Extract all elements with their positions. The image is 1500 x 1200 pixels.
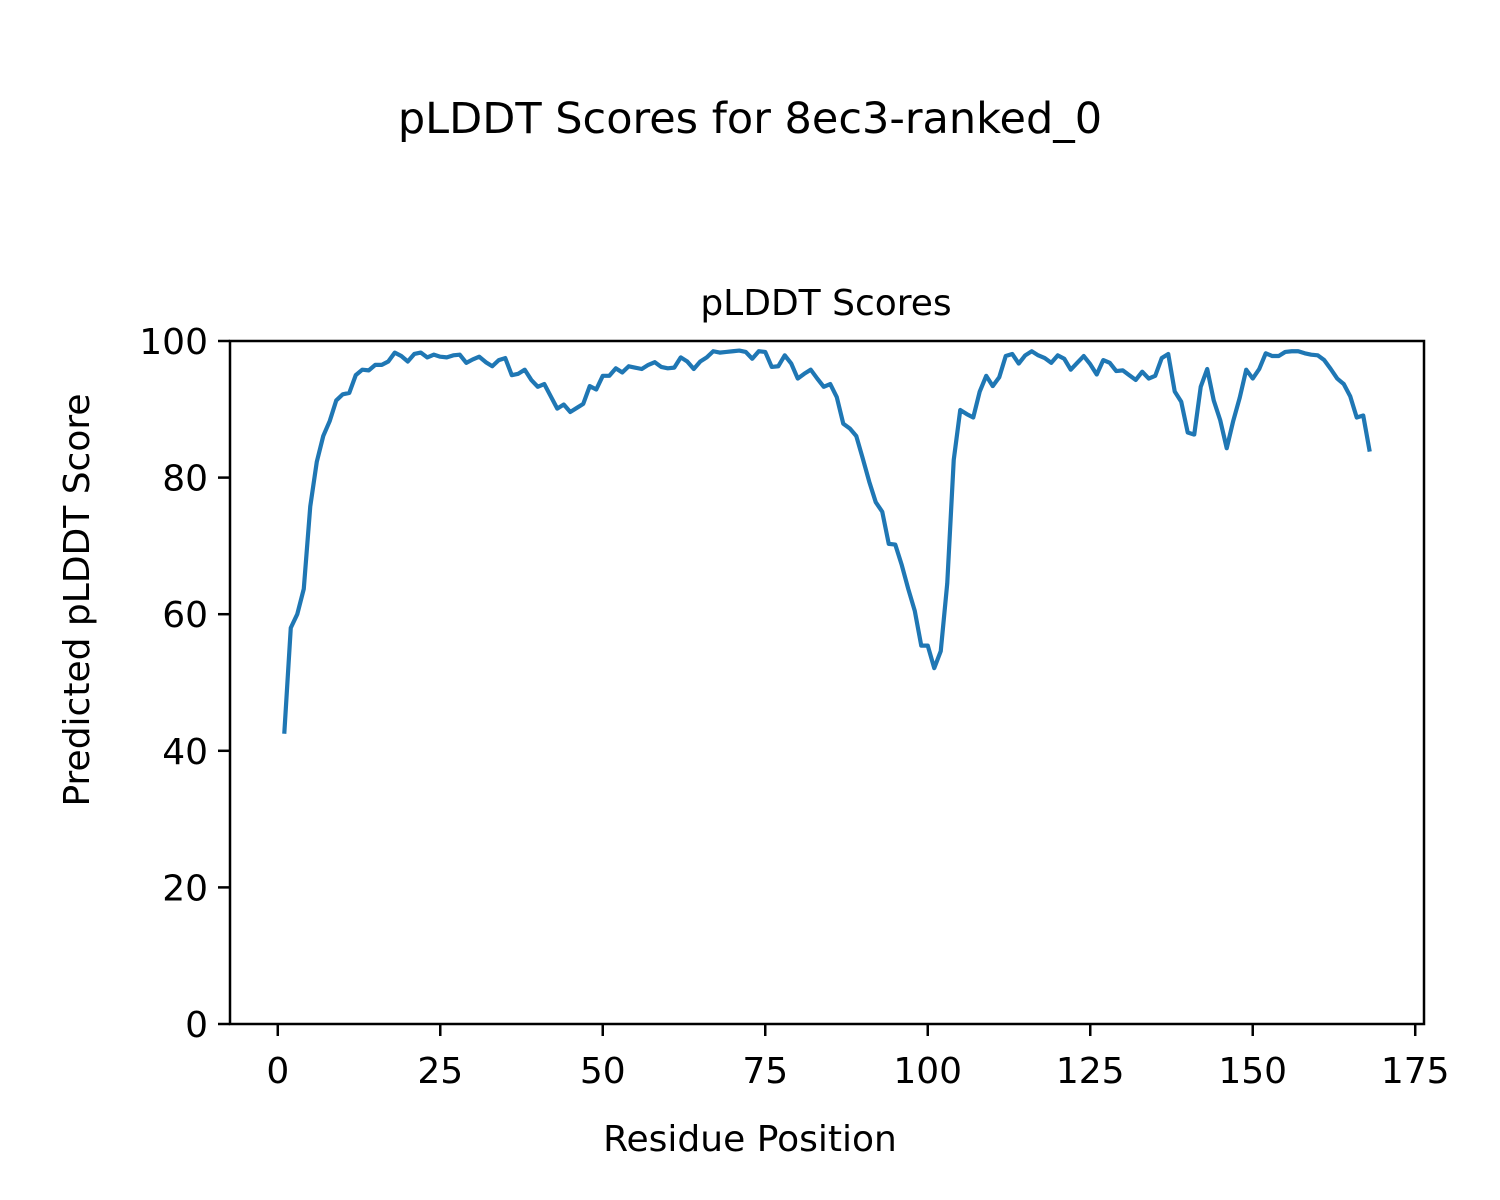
- y-axis-label: Predicted pLDDT Score: [57, 393, 98, 806]
- y-tick-label: 0: [185, 1005, 208, 1046]
- series-layer: [282, 348, 1372, 734]
- x-tick-label: 0: [266, 1051, 289, 1092]
- chart-title: pLDDT Scores: [700, 283, 951, 324]
- x-tick-label: 50: [580, 1051, 626, 1092]
- y-tick-label: 60: [162, 595, 208, 636]
- x-tick-label: 100: [893, 1051, 962, 1092]
- y-tick-label: 40: [162, 732, 208, 773]
- x-axis-label: Residue Position: [603, 1119, 897, 1160]
- series-line-plddt: [282, 348, 1372, 734]
- x-tick-label: 175: [1381, 1051, 1450, 1092]
- x-tick-label: 25: [417, 1051, 463, 1092]
- plot-area-frame: [228, 339, 1426, 1026]
- x-tick-label: 150: [1218, 1051, 1287, 1092]
- figure-suptitle: pLDDT Scores for 8ec3-ranked_0: [398, 94, 1102, 144]
- x-axis-ticks: 0 25 50 75 100 125 150 175: [266, 1024, 1450, 1092]
- x-tick-label: 125: [1056, 1051, 1125, 1092]
- y-axis-ticks: 0 20 40 60 80 100: [139, 322, 230, 1046]
- x-tick-label: 75: [742, 1051, 788, 1092]
- y-tick-label: 80: [162, 459, 208, 500]
- y-tick-label: 100: [139, 322, 208, 363]
- y-tick-label: 20: [162, 868, 208, 909]
